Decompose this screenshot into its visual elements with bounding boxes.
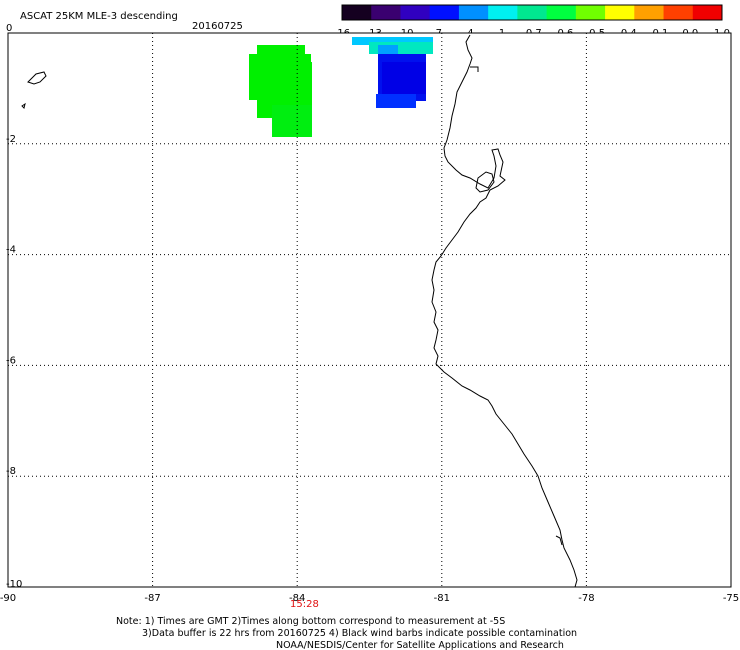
colorbar-swatch <box>342 5 372 20</box>
lat-tick-label: 0 <box>6 23 12 34</box>
colorbar-swatch <box>429 5 460 20</box>
note-line-3: NOAA/NESDIS/Center for Satellite Applica… <box>276 640 564 650</box>
note-line-1: Note: 1) Times are GMT 2)Times along bot… <box>116 616 505 627</box>
lat-tick-label: -4 <box>6 245 16 256</box>
axis-tick-labels: -90 -87 -84 -81 -78 -75 0 -2 -4 -6 -8 -10 <box>0 23 739 604</box>
map-title: ASCAT 25KM MLE-3 descending <box>20 11 178 22</box>
data-cell-blue <box>376 94 416 108</box>
colorbar-swatch <box>663 5 694 20</box>
colorbar-swatch <box>692 5 723 20</box>
colorbar-swatch <box>400 5 431 20</box>
coastline-inlet <box>470 66 479 72</box>
data-cell-cyan <box>352 37 433 45</box>
colorbar-swatch <box>488 5 518 20</box>
colorbar-swatch <box>575 5 606 20</box>
data-cell-blue <box>382 62 426 94</box>
lon-tick-label: -84 <box>289 593 305 604</box>
colorbar-swatch <box>634 5 665 20</box>
lat-tick-label: -2 <box>6 134 16 145</box>
lat-tick-label: -6 <box>6 355 16 366</box>
colorbar-frame <box>341 4 723 21</box>
lon-tick-label: -75 <box>723 593 739 604</box>
coastline <box>21 34 578 588</box>
coastline-gulf-island <box>475 171 495 193</box>
coastline-detail <box>555 535 563 546</box>
colorbar-swatch <box>371 5 401 20</box>
galapagos-islet <box>21 102 26 109</box>
coastline-south-america <box>431 34 578 588</box>
colorbar-swatch <box>605 5 635 20</box>
lon-tick-label: -78 <box>578 593 594 604</box>
lon-tick-label: -87 <box>144 593 160 604</box>
wind-speed-cells <box>249 37 433 137</box>
lon-tick-label: -81 <box>434 593 450 604</box>
pass-time-label: 15:28 <box>290 599 319 610</box>
galapagos-island <box>27 71 47 85</box>
colorbar-swatch <box>546 5 577 20</box>
colorbar-swatch <box>517 5 548 20</box>
map-date: 20160725 <box>192 21 243 32</box>
lat-tick-label: -8 <box>6 466 16 477</box>
map-grid <box>8 33 731 587</box>
data-cell-green <box>272 105 312 137</box>
colorbar-swatches <box>342 5 723 20</box>
lat-tick-label: -10 <box>6 579 22 590</box>
colorbar-swatch <box>458 5 489 20</box>
note-line-2: 3)Data buffer is 22 hrs from 20160725 4)… <box>142 628 577 639</box>
map-frame <box>7 32 732 588</box>
lon-tick-label: -90 <box>0 593 16 604</box>
